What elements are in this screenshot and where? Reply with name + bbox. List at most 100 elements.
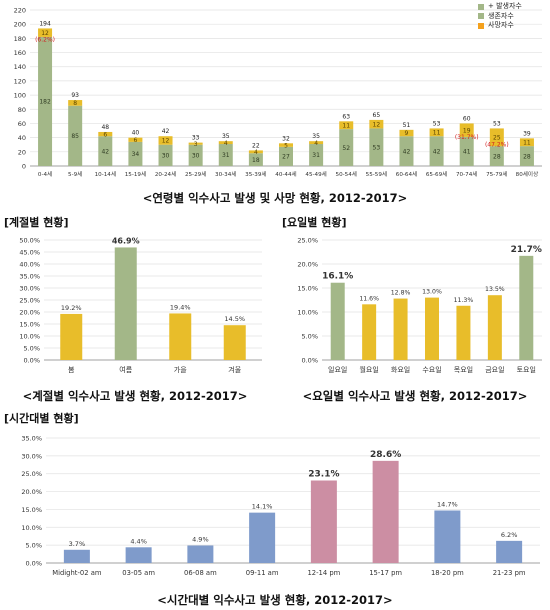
x-tick-label: 15-19세 xyxy=(125,170,146,178)
data-label: 19.2% xyxy=(61,304,82,312)
legend-item-deaths: 사망자수 xyxy=(478,21,522,31)
y-tick-label: 0.0% xyxy=(25,560,42,568)
x-tick-label: 60-64세 xyxy=(396,170,417,178)
y-tick-label: 120 xyxy=(14,77,26,85)
y-tick-label: 0 xyxy=(22,163,26,171)
y-tick-label: 80 xyxy=(18,106,26,114)
x-tick-label: 겨울 xyxy=(228,365,241,374)
total-label: 39 xyxy=(523,130,531,137)
death-rate-label: (31.7%) xyxy=(455,134,479,141)
legend-swatch-total xyxy=(478,3,484,10)
x-tick-label: 50-54세 xyxy=(336,170,357,178)
total-label: 194 xyxy=(39,20,51,27)
total-label: 65 xyxy=(373,112,381,119)
data-label: 16.1% xyxy=(322,272,353,282)
x-tick-label: 10-14세 xyxy=(95,170,116,178)
x-tick-label: 가을 xyxy=(174,365,187,374)
bar-survivors xyxy=(128,141,143,166)
total-label: 51 xyxy=(403,122,411,129)
deaths-label: 11 xyxy=(342,122,350,129)
total-label: 48 xyxy=(101,124,109,131)
bar-survivors xyxy=(68,105,83,166)
legend-item-survivors: 생존자수 xyxy=(478,12,522,22)
weekday-heading: [요일별 현황] xyxy=(282,216,347,229)
y-tick-label: 25.0% xyxy=(19,297,40,305)
data-label: 13.0% xyxy=(422,289,442,296)
age-chart-legend: + 발생자수 생존자수 사망자수 xyxy=(478,2,522,31)
bar xyxy=(372,460,399,563)
bar xyxy=(362,304,377,360)
data-label: 3.7% xyxy=(69,540,86,548)
deaths-label: 9 xyxy=(405,130,409,137)
survivors-label: 31 xyxy=(222,152,230,159)
x-tick-label: 봄 xyxy=(68,366,75,374)
survivors-label: 28 xyxy=(523,153,531,160)
bar-deaths xyxy=(68,100,83,106)
data-label: 11.6% xyxy=(359,295,379,302)
x-tick-label: 5-9세 xyxy=(68,170,82,178)
total-label: 42 xyxy=(162,128,170,135)
deaths-label: 11 xyxy=(433,130,441,137)
total-label: 40 xyxy=(132,130,140,137)
bar-deaths xyxy=(489,128,504,147)
y-tick-label: 40.0% xyxy=(19,261,40,269)
x-tick-label: 수요일 xyxy=(422,365,441,374)
deaths-label: 4 xyxy=(254,149,258,156)
y-tick-label: 20.0% xyxy=(297,261,318,269)
y-tick-label: 220 xyxy=(14,7,26,15)
x-tick-label: 월요일 xyxy=(359,365,378,374)
y-tick-label: 20.0% xyxy=(21,488,42,496)
y-tick-label: 10.0% xyxy=(297,309,318,317)
bar xyxy=(249,512,276,563)
survivors-label: 42 xyxy=(101,148,109,155)
y-tick-label: 10.0% xyxy=(19,333,40,341)
y-tick-label: 40 xyxy=(18,134,26,142)
bar-survivors xyxy=(309,144,324,166)
y-tick-label: 200 xyxy=(14,21,26,29)
x-tick-label: 토요일 xyxy=(517,365,536,374)
y-tick-label: 15.0% xyxy=(21,506,42,514)
data-label: 28.6% xyxy=(370,450,401,460)
data-label: 6.2% xyxy=(501,531,518,539)
weekday-chart: 0.0% 5.0% 10.0% 15.0% 20.0% 25.0% 16.1% 일요일 11.6… xyxy=(297,237,542,374)
y-tick-label: 0.0% xyxy=(23,357,40,365)
bar xyxy=(487,295,502,360)
bar-survivors xyxy=(218,144,233,166)
time-chart: 0.0% 5.0% 10.0% 15.0% 20.0% 25.0% 30.0% 35.0% 3.… xyxy=(21,435,540,577)
x-tick-label: 21-23 pm xyxy=(493,569,526,577)
deaths-label: 5 xyxy=(284,142,288,149)
data-label: 12.8% xyxy=(391,290,411,297)
bar-deaths xyxy=(519,138,534,147)
data-label: 13.5% xyxy=(485,286,505,293)
deaths-label: 4 xyxy=(314,140,318,147)
total-label: 22 xyxy=(252,142,260,149)
survivors-label: 30 xyxy=(192,153,200,160)
bar xyxy=(519,255,534,360)
survivors-label: 42 xyxy=(433,148,441,155)
x-tick-label: 여름 xyxy=(119,365,132,374)
time-chart-panel: 0.0% 5.0% 10.0% 15.0% 20.0% 25.0% 30.0% 35.0% 3.… xyxy=(0,428,550,586)
legend-label-total: + 발생자수 xyxy=(488,2,522,10)
bar-survivors xyxy=(339,129,354,166)
bar-deaths xyxy=(429,128,444,137)
bar-survivors xyxy=(188,144,203,166)
deaths-label: 11 xyxy=(523,139,531,146)
bar-deaths xyxy=(459,123,474,137)
y-tick-label: 10.0% xyxy=(21,524,42,532)
bar-deaths xyxy=(98,131,113,137)
age-chart: 02040608010012014016018020022019412182(6… xyxy=(14,7,542,178)
bar-survivors xyxy=(248,153,263,166)
deaths-label: 12 xyxy=(41,30,49,37)
y-tick-label: 50.0% xyxy=(19,237,40,245)
total-label: 93 xyxy=(71,92,79,99)
survivors-label: 34 xyxy=(132,151,140,158)
x-tick-label: 18-20 pm xyxy=(431,569,464,577)
y-tick-label: 45.0% xyxy=(19,249,40,257)
x-tick-label: Midight-02 am xyxy=(52,569,102,577)
x-tick-label: 40-44세 xyxy=(275,170,296,178)
bar-survivors xyxy=(158,144,173,166)
survivors-label: 53 xyxy=(373,144,381,151)
data-label: 14.5% xyxy=(224,315,245,323)
y-tick-label: 100 xyxy=(14,92,26,100)
bar-survivors xyxy=(399,136,414,166)
